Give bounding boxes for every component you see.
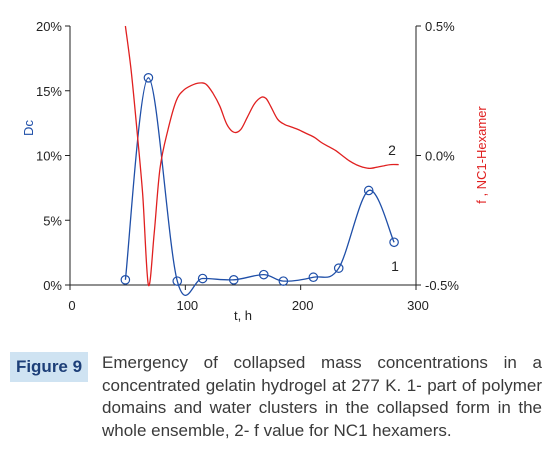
series-1-point bbox=[228, 275, 239, 285]
series-1-point bbox=[278, 276, 289, 286]
series-1-label: 1 bbox=[391, 258, 399, 274]
series-1-line bbox=[124, 77, 395, 297]
y-left-tick-label: 15% bbox=[36, 84, 62, 99]
series-1-point bbox=[172, 276, 183, 286]
series-1-point bbox=[333, 263, 344, 273]
chart: 0 100 200 300 0% 5% 10% 15% 20% -0.5% 0.0% 0.5% t, h… bbox=[21, 19, 489, 323]
series-2-line bbox=[124, 25, 399, 287]
series-1-point bbox=[197, 273, 208, 284]
axes bbox=[65, 25, 421, 290]
series-1-point bbox=[258, 269, 269, 280]
y-right-tick-label: 0.0% bbox=[425, 149, 455, 164]
y-left-tick-label: 10% bbox=[36, 149, 62, 164]
series-2-label: 2 bbox=[388, 142, 396, 158]
series-1-point bbox=[389, 237, 399, 248]
y-right-tick-label: -0.5% bbox=[425, 278, 459, 293]
series-1-point bbox=[308, 272, 319, 283]
figure-label: Figure 9 bbox=[10, 352, 88, 382]
series-1-point bbox=[363, 185, 374, 196]
x-axis-title: t, h bbox=[234, 308, 252, 323]
x-tick-label: 200 bbox=[292, 298, 314, 313]
y-left-tick-label: 5% bbox=[43, 213, 62, 228]
series-1-point bbox=[120, 275, 131, 285]
caption-text: Emergency of collapsed mass concentratio… bbox=[102, 353, 542, 440]
series-layer bbox=[120, 25, 399, 297]
x-tick-label: 0 bbox=[68, 298, 75, 313]
y-left-axis-title: Dc bbox=[21, 120, 36, 136]
y-right-tick-label: 0.5% bbox=[425, 19, 455, 34]
labels-layer: 0 100 200 300 0% 5% 10% 15% 20% -0.5% 0.0% 0.5% t, h… bbox=[21, 19, 489, 323]
series-1-point bbox=[143, 73, 154, 83]
y-left-tick-label: 20% bbox=[36, 19, 62, 34]
x-tick-label: 100 bbox=[176, 298, 198, 313]
x-tick-label: 300 bbox=[407, 298, 429, 313]
y-right-axis-title: f , NC1-Hexamer bbox=[474, 106, 489, 204]
y-left-tick-label: 0% bbox=[43, 278, 62, 293]
